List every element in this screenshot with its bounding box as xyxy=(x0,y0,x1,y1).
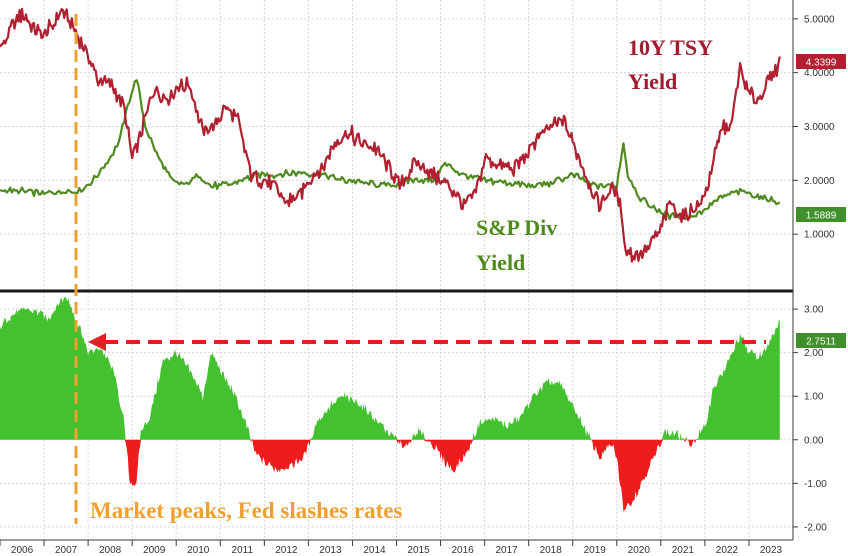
tsy-annotation-line2: Yield xyxy=(628,69,677,94)
spread-negative-area xyxy=(0,439,780,512)
div-annotation-line1: S&P Div xyxy=(476,215,557,240)
div-annotation-line2: Yield xyxy=(476,250,525,275)
bottom-y-tick-label: 0.00 xyxy=(804,435,824,446)
bottom-y-tick-label: -1.00 xyxy=(804,479,827,490)
x-tick-label: 2019 xyxy=(584,545,607,556)
tsy-last-value-badge: 4.3399 xyxy=(796,54,846,69)
top-y-ticks: 1.0000 2.0000 3.0000 4.0000 5.0000 xyxy=(793,14,835,241)
top-y-tick-label: 4.0000 xyxy=(804,68,835,79)
x-tick-label: 2013 xyxy=(319,545,342,556)
top-panel xyxy=(0,7,781,263)
tsy-last-value: 4.3399 xyxy=(806,58,837,69)
spread-positive-area xyxy=(0,297,780,440)
x-axis-ticks: 2006 2007 2008 2009 2010 2011 2012 2013 2014 2015… xyxy=(0,540,783,556)
x-tick-label: 2009 xyxy=(143,545,166,556)
bottom-y-ticks: 3.00 2.00 1.00 0.00 -1.00 -2.00 xyxy=(793,305,827,533)
x-tick-label: 2014 xyxy=(363,545,386,556)
bottom-y-tick-label: 3.00 xyxy=(804,305,824,316)
x-tick-label: 2015 xyxy=(407,545,430,556)
arrow-head xyxy=(88,333,106,351)
bottom-y-tick-label: 1.00 xyxy=(804,392,824,403)
bottom-panel xyxy=(0,297,780,512)
div-last-value-badge: 1.5889 xyxy=(796,207,846,222)
bottom-y-tick-label: -2.00 xyxy=(804,522,827,533)
x-tick-label: 2011 xyxy=(232,545,254,556)
x-tick-label: 2021 xyxy=(672,545,695,556)
div-badge-background xyxy=(796,207,846,222)
x-tick-label: 2016 xyxy=(451,545,474,556)
spread-last-value: 2.7511 xyxy=(806,337,836,348)
x-tick-label: 2006 xyxy=(11,545,34,556)
tsy-10y-yield-line xyxy=(0,7,781,263)
x-tick-label: 2007 xyxy=(55,545,78,556)
top-y-tick-label: 1.0000 xyxy=(804,230,835,241)
spread-last-value-badge: 2.7511 xyxy=(796,333,846,348)
x-tick-label: 2012 xyxy=(275,545,298,556)
spread-comparison-arrow xyxy=(88,333,766,351)
bottom-y-tick-label: 2.00 xyxy=(804,348,824,359)
spread-badge-background xyxy=(796,333,846,348)
tsy-badge-background xyxy=(796,54,846,69)
div-last-value: 1.5889 xyxy=(806,211,837,222)
x-tick-label: 2023 xyxy=(760,545,783,556)
top-y-tick-label: 2.0000 xyxy=(804,176,835,187)
x-tick-label: 2020 xyxy=(628,545,651,556)
x-tick-label: 2018 xyxy=(540,545,563,556)
x-tick-label: 2008 xyxy=(99,545,122,556)
x-tick-label: 2022 xyxy=(716,545,739,556)
top-y-tick-label: 3.0000 xyxy=(804,122,835,133)
tsy-annotation-line1: 10Y TSY xyxy=(628,35,713,60)
x-tick-label: 2010 xyxy=(187,545,210,556)
top-y-tick-label: 5.0000 xyxy=(804,14,835,25)
market-peaks-annotation: Market peaks, Fed slashes rates xyxy=(90,498,402,523)
x-tick-label: 2017 xyxy=(496,545,519,556)
sp-div-yield-line xyxy=(0,79,781,221)
